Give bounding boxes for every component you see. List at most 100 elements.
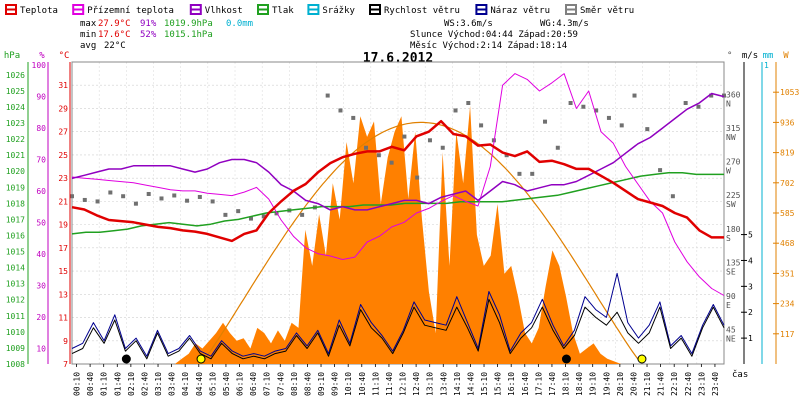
axis-x-tick: 13:40 bbox=[439, 372, 448, 396]
axis-x-tick: 02:10 bbox=[127, 372, 136, 396]
plot-area bbox=[70, 61, 726, 365]
axis-x-tick: 07:40 bbox=[276, 372, 285, 396]
wind-direction-point bbox=[568, 101, 573, 106]
axis-hpa-tick: 1011 bbox=[6, 312, 25, 321]
axis-x-tick: 23:10 bbox=[697, 372, 706, 396]
wind-direction-point bbox=[70, 194, 74, 199]
axis-hpa-tick: 1019 bbox=[6, 183, 25, 192]
axis-mm-label: mm bbox=[763, 51, 774, 61]
axis-hpa-tick: 1021 bbox=[6, 151, 25, 160]
wind-direction-point bbox=[338, 108, 343, 113]
wind-direction-point bbox=[504, 153, 509, 158]
axis-pct-tick: 10 bbox=[36, 344, 46, 353]
wind-direction-point bbox=[364, 145, 369, 150]
axis-ms-tick: 5 bbox=[748, 231, 753, 240]
axis-hpa-tick: 1018 bbox=[6, 199, 25, 208]
axis-pct: 100 90 80 70 60 50 40 30 20 10 bbox=[32, 61, 47, 353]
axis-temp-tick: 21 bbox=[58, 197, 68, 206]
axis-x-tick: 00:10 bbox=[73, 372, 82, 396]
axis-temp-tick: 9 bbox=[63, 337, 68, 346]
axis-x-tick: 17:40 bbox=[548, 372, 557, 396]
axis-x-tick: 04:10 bbox=[181, 372, 190, 396]
wind-direction-point bbox=[261, 214, 266, 219]
axis-hpa-tick: 1025 bbox=[6, 87, 25, 96]
stats-ws: WS:3.6m/s bbox=[444, 19, 493, 29]
axis-temp-tick: 13 bbox=[58, 290, 68, 299]
wind-direction-point bbox=[389, 160, 394, 165]
stats-sun: Slunce Východ:04:44 Západ:20:59 bbox=[410, 30, 578, 40]
axis-x-tick: 09:10 bbox=[317, 372, 326, 396]
axis-w-tick: 351 bbox=[780, 269, 795, 278]
axis-x-tick: 08:40 bbox=[303, 372, 312, 396]
axis-hpa-label: hPa bbox=[4, 51, 20, 61]
axis-w-tick: 936 bbox=[780, 118, 795, 127]
axis-w-tick: 585 bbox=[780, 209, 795, 218]
axis-pct-tick: 20 bbox=[36, 313, 46, 322]
axis-x-tick: 02:40 bbox=[140, 372, 149, 396]
legend-label-feels: Přízemní teplota bbox=[87, 6, 174, 16]
axis-w-tick: 234 bbox=[780, 300, 795, 309]
axis-x-tick: 04:40 bbox=[195, 372, 204, 396]
axis-dir-name: N bbox=[726, 100, 731, 109]
stats-min-temp: 17.6°C bbox=[98, 30, 131, 40]
axis-dir-name: W bbox=[726, 167, 731, 176]
wind-direction-point bbox=[415, 175, 420, 180]
sun-moon-marker bbox=[121, 354, 131, 364]
axis-hpa-tick: 1024 bbox=[6, 103, 25, 112]
wind-direction-point bbox=[440, 145, 445, 150]
axis-x-tick: 19:40 bbox=[602, 372, 611, 396]
axis-x-tick: 10:10 bbox=[344, 372, 353, 396]
axis-dir-name: SE bbox=[726, 267, 736, 276]
wind-direction-point bbox=[683, 101, 688, 106]
axis-dir-deg: 270 bbox=[726, 158, 741, 167]
wind-direction-point bbox=[594, 108, 599, 113]
solar-radiation-area bbox=[72, 105, 724, 365]
axis-temp-tick: 15 bbox=[58, 267, 68, 276]
axis-x-tick: 14:40 bbox=[466, 372, 475, 396]
axis-mm-tick: 1 bbox=[764, 61, 769, 70]
axis-x-tick: 16:40 bbox=[521, 372, 530, 396]
axis-x-tick: 05:40 bbox=[222, 372, 231, 396]
feels-line bbox=[71, 73, 725, 296]
axis-dir-label: ° bbox=[727, 51, 732, 61]
solar-max-curve bbox=[200, 121, 642, 365]
axis-x-tick: 12:10 bbox=[399, 372, 408, 396]
chart-axes: hPa% °C1026102510241023102210211020101910… bbox=[4, 51, 800, 396]
axis-pct-tick: 40 bbox=[36, 250, 46, 259]
stats-wg: WG:4.3m/s bbox=[540, 19, 589, 29]
axis-x-tick: 13:10 bbox=[426, 372, 435, 396]
axis-x-tick: 16:10 bbox=[507, 372, 516, 396]
axis-temp-label: °C bbox=[59, 51, 70, 61]
axis-dir-name: NW bbox=[726, 133, 736, 142]
axis-hpa-tick: 1022 bbox=[6, 135, 25, 144]
axis-w: 1053 936 819 702 585 468 351 234 117 bbox=[773, 88, 799, 339]
axis-hpa-tick: 1020 bbox=[6, 167, 25, 176]
wind-direction-point bbox=[543, 119, 548, 124]
wind-direction-point bbox=[185, 198, 190, 203]
axis-hpa-tick: 1010 bbox=[6, 328, 25, 337]
axis-x-tick: 18:10 bbox=[562, 372, 571, 396]
wind-direction-point bbox=[108, 190, 113, 195]
axis-temp-tick: 27 bbox=[58, 128, 68, 137]
humidity-line bbox=[71, 92, 725, 211]
legend-label-pressure: Tlak bbox=[272, 6, 294, 16]
axis-pct-tick: 30 bbox=[36, 281, 46, 290]
wind-direction-point bbox=[517, 171, 522, 176]
axis-x-tick: 00:40 bbox=[86, 372, 95, 396]
axis-hpa-tick: 1008 bbox=[6, 360, 25, 369]
stats-max-hum: 91% bbox=[140, 19, 157, 29]
axis-x-tick: 15:40 bbox=[494, 372, 503, 396]
axis-hpa-tick: 1016 bbox=[6, 231, 25, 240]
axis-x-tick: 22:40 bbox=[684, 372, 693, 396]
axis-x-tick: 20:40 bbox=[629, 372, 638, 396]
wind-direction-point bbox=[248, 216, 253, 221]
pressure-line bbox=[71, 172, 724, 235]
wind-direction-point bbox=[479, 123, 484, 128]
stats-min-press: 1015.1hPa bbox=[164, 30, 213, 40]
wind-direction-point bbox=[427, 138, 432, 143]
wind-direction-point bbox=[632, 93, 637, 98]
axis-x-tick: 03:10 bbox=[154, 372, 163, 396]
axis-pct-tick: 50 bbox=[36, 218, 46, 227]
axis-hpa-tick: 1009 bbox=[6, 344, 25, 353]
